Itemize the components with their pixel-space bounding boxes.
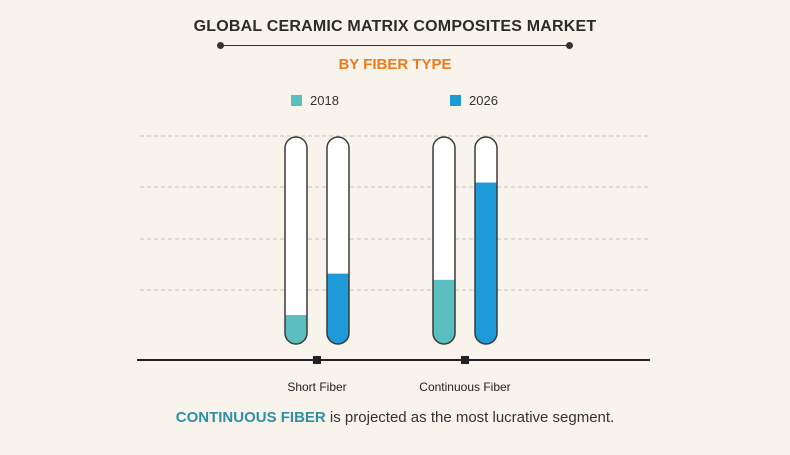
legend-swatch-2026 (450, 95, 461, 106)
footer-highlight: CONTINUOUS FIBER (175, 409, 326, 426)
x-axis: Short Fiber Continuous Fiber (137, 356, 650, 394)
bar-2026-0 (327, 273, 349, 344)
chart-title: GLOBAL CERAMIC MATRIX COMPOSITES MARKET (193, 18, 597, 35)
bar-2018-0 (285, 315, 307, 344)
x-tick-label: Short Fiber (287, 380, 346, 394)
bar-2026-1 (475, 182, 497, 344)
x-tick-label: Continuous Fiber (419, 380, 510, 394)
legend-label-2018: 2018 (310, 93, 339, 108)
bar-track (285, 137, 307, 344)
chart-subtitle: BY FIBER TYPE (338, 56, 452, 73)
bar-outline (432, 136, 456, 345)
x-axis-tick (461, 356, 469, 364)
footer-text: is projected as the most lucrative segme… (325, 409, 615, 426)
legend-item-2026: 2026 (450, 93, 498, 108)
gridlines (140, 135, 650, 291)
bar-outline (326, 136, 350, 345)
legend-swatch-2018 (291, 95, 302, 106)
legend-label-2026: 2026 (469, 93, 498, 108)
footer-note: CONTINUOUS FIBER is projected as the mos… (0, 409, 790, 426)
legend-item-2018: 2018 (291, 93, 339, 108)
bars (284, 136, 498, 345)
bar-outline (474, 136, 498, 345)
bar-2018-1 (433, 279, 455, 344)
title-divider (217, 42, 573, 49)
bar-outline (284, 136, 308, 345)
x-axis-tick (313, 356, 321, 364)
